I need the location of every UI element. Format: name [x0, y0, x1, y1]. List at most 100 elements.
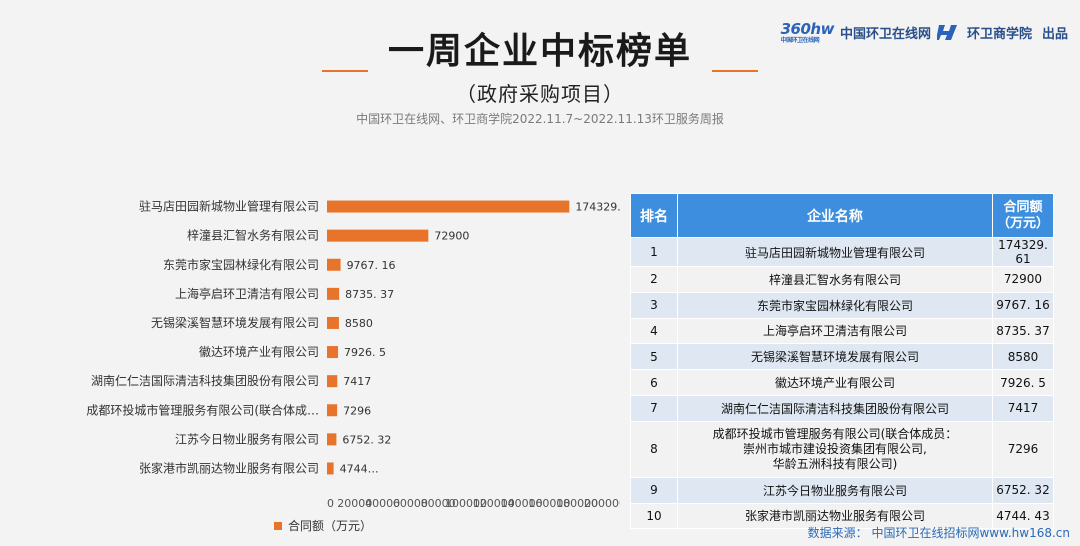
cell-amount: 9767. 16 — [991, 291, 1055, 319]
x-tick-label: 100000 — [445, 497, 487, 510]
title-block: 一周企业中标榜单 — [0, 30, 1080, 74]
table-row: 2 梓潼县汇智水务有限公司 72900 — [630, 266, 1055, 293]
bar-chart: 驻马店田园新城物业管理有限公司 174329. 61 梓潼县汇智水务有限公司 7290… — [86, 199, 620, 510]
data-label: 4744… — [340, 462, 379, 475]
table-header-row: 排名 企业名称 合同额 （万元） — [630, 193, 1055, 238]
cell-company: 梓潼县汇智水务有限公司 — [676, 266, 993, 293]
cell-company: 成都环投城市管理服务有限公司(联合体成员： 崇州市城市建设投资集团有限公司, 华… — [676, 420, 993, 478]
category-label: 徽达环境产业有限公司 — [199, 344, 319, 359]
cell-company: 东莞市家宝园林绿化有限公司 — [676, 291, 993, 319]
bar — [327, 346, 339, 359]
chart-legend: 合同额（万元） — [274, 517, 372, 534]
header-amount: 合同额 （万元） — [991, 193, 1055, 238]
cell-company: 无锡梁溪智慧环境发展有限公司 — [676, 343, 993, 371]
cell-rank: 7 — [630, 394, 678, 422]
cell-rank: 2 — [630, 266, 678, 293]
cell-rank: 6 — [630, 369, 678, 396]
cell-rank: 3 — [630, 291, 678, 319]
cell-amount: 174329. 61 — [991, 237, 1055, 267]
cell-company: 江苏今日物业服务有限公司 — [676, 476, 993, 504]
data-label: 7417 — [343, 375, 371, 388]
table-row: 9 江苏今日物业服务有限公司 6752. 32 — [630, 476, 1055, 504]
data-label: 7296 — [343, 404, 371, 417]
hw360-logo-text: 360hw — [780, 20, 835, 38]
cell-amount: 4744. 43 — [991, 502, 1055, 530]
data-label: 8735. 37 — [345, 288, 394, 301]
data-label: 8580 — [345, 317, 373, 330]
table-row: 3 东莞市家宝园林绿化有限公司 9767. 16 — [630, 291, 1055, 319]
category-label: 成都环投城市管理服务有限公司(联合体成… — [86, 402, 319, 417]
data-label: 7926. 5 — [344, 346, 386, 359]
x-tick-label: 60000 — [393, 497, 428, 510]
bar — [327, 229, 429, 242]
category-label: 张家港市凯丽达物业服务有限公司 — [139, 460, 319, 475]
x-tick-label: 80000 — [421, 497, 456, 510]
x-tick-label: 180000 — [556, 497, 598, 510]
category-label: 上海亭启环卫清洁有限公司 — [175, 286, 319, 301]
category-label: 湖南仁仁洁国际清洁科技集团股份有限公司 — [91, 373, 319, 388]
table-row: 7 湖南仁仁洁国际清洁科技集团股份有限公司 7417 — [630, 394, 1055, 422]
x-tick-label: 140000 — [501, 497, 543, 510]
hw360-logo-sub: 中国环卫在线网 — [780, 37, 820, 44]
cell-amount: 8735. 37 — [991, 317, 1055, 345]
cell-amount: 8580 — [991, 343, 1055, 371]
cell-amount: 7417 — [991, 394, 1055, 422]
bar — [327, 462, 334, 475]
publish-label: 出品 — [1041, 26, 1068, 42]
page-subtitle: （政府采购项目） — [456, 82, 624, 106]
x-tick-label: 160000 — [528, 497, 570, 510]
report-source-line: 中国环卫在线网、环卫商学院2022.11.7~2022.11.13环卫服务周报 — [356, 112, 724, 126]
category-label: 东莞市家宝园林绿化有限公司 — [163, 257, 319, 272]
cell-company: 湖南仁仁洁国际清洁科技集团股份有限公司 — [676, 394, 993, 422]
bar — [327, 433, 337, 446]
cell-amount: 72900 — [991, 266, 1055, 293]
cell-rank: 4 — [630, 317, 678, 345]
hw-school-logo-icon — [936, 25, 957, 40]
bar — [327, 200, 570, 213]
cell-rank: 8 — [630, 420, 678, 478]
x-tick-label: 40000 — [365, 497, 400, 510]
category-label: 梓潼县汇智水务有限公司 — [187, 228, 319, 243]
x-tick-label: 20000 — [337, 497, 372, 510]
ranking-table-container: 排名 企业名称 合同额 （万元） 1 驻马店田园新城物业管理有限公司 174329.… — [630, 193, 1055, 530]
bar — [327, 316, 339, 329]
cell-amount: 7296 — [991, 420, 1055, 478]
school-name: 环卫商学院 — [966, 26, 1032, 42]
table-row: 5 无锡梁溪智慧环境发展有限公司 8580 — [630, 343, 1055, 371]
table-row: 6 徽达环境产业有限公司 7926. 5 — [630, 369, 1055, 396]
site-name: 中国环卫在线网 — [839, 26, 931, 42]
cell-rank: 10 — [630, 502, 678, 530]
legend-swatch — [274, 521, 282, 530]
title-decor-left — [322, 70, 368, 72]
legend-label: 合同额（万元） — [288, 519, 373, 533]
table-row: 1 驻马店田园新城物业管理有限公司 174329. 61 — [630, 237, 1055, 267]
header-company: 企业名称 — [676, 193, 993, 238]
cell-company: 徽达环境产业有限公司 — [676, 369, 993, 396]
data-label: 9767. 16 — [347, 259, 396, 272]
cell-company: 张家港市凯丽达物业服务有限公司 — [676, 502, 993, 530]
category-label: 江苏今日物业服务有限公司 — [175, 431, 319, 446]
bar — [327, 258, 341, 271]
table-body: 1 驻马店田园新城物业管理有限公司 174329. 61 2 梓潼县汇智水务有限公司 72… — [630, 237, 1055, 530]
x-tick-label: 0 — [327, 497, 334, 510]
table-row: 4 上海亭启环卫清洁有限公司 8735. 37 — [630, 317, 1055, 345]
category-label: 驻马店田园新城物业管理有限公司 — [139, 199, 319, 214]
title-decor-right — [712, 70, 758, 72]
cell-amount: 7926. 5 — [991, 369, 1055, 396]
cell-company: 驻马店田园新城物业管理有限公司 — [676, 237, 993, 267]
x-tick-label: 200000 — [584, 497, 620, 510]
bar — [327, 287, 340, 300]
data-label: 72900 — [434, 230, 469, 243]
cell-company: 上海亭启环卫清洁有限公司 — [676, 317, 993, 345]
brand-bar: 360hw 中国环卫在线网 中国环卫在线网 环卫商学院 出品 — [781, 20, 1068, 44]
bar — [327, 404, 338, 417]
cell-rank: 1 — [630, 237, 678, 267]
data-label: 174329. 61 — [575, 201, 620, 214]
ranking-table: 排名 企业名称 合同额 （万元） 1 驻马店田园新城物业管理有限公司 174329.… — [630, 193, 1055, 530]
x-tick-label: 120000 — [473, 497, 515, 510]
bar — [327, 375, 338, 388]
data-source: 数据来源： 中国环卫在线招标网www.hw168.cn — [807, 526, 1070, 540]
cell-rank: 5 — [630, 343, 678, 371]
page-title: 一周企业中标榜单 — [387, 31, 692, 72]
hw360-logo: 360hw 中国环卫在线网 — [780, 20, 835, 44]
